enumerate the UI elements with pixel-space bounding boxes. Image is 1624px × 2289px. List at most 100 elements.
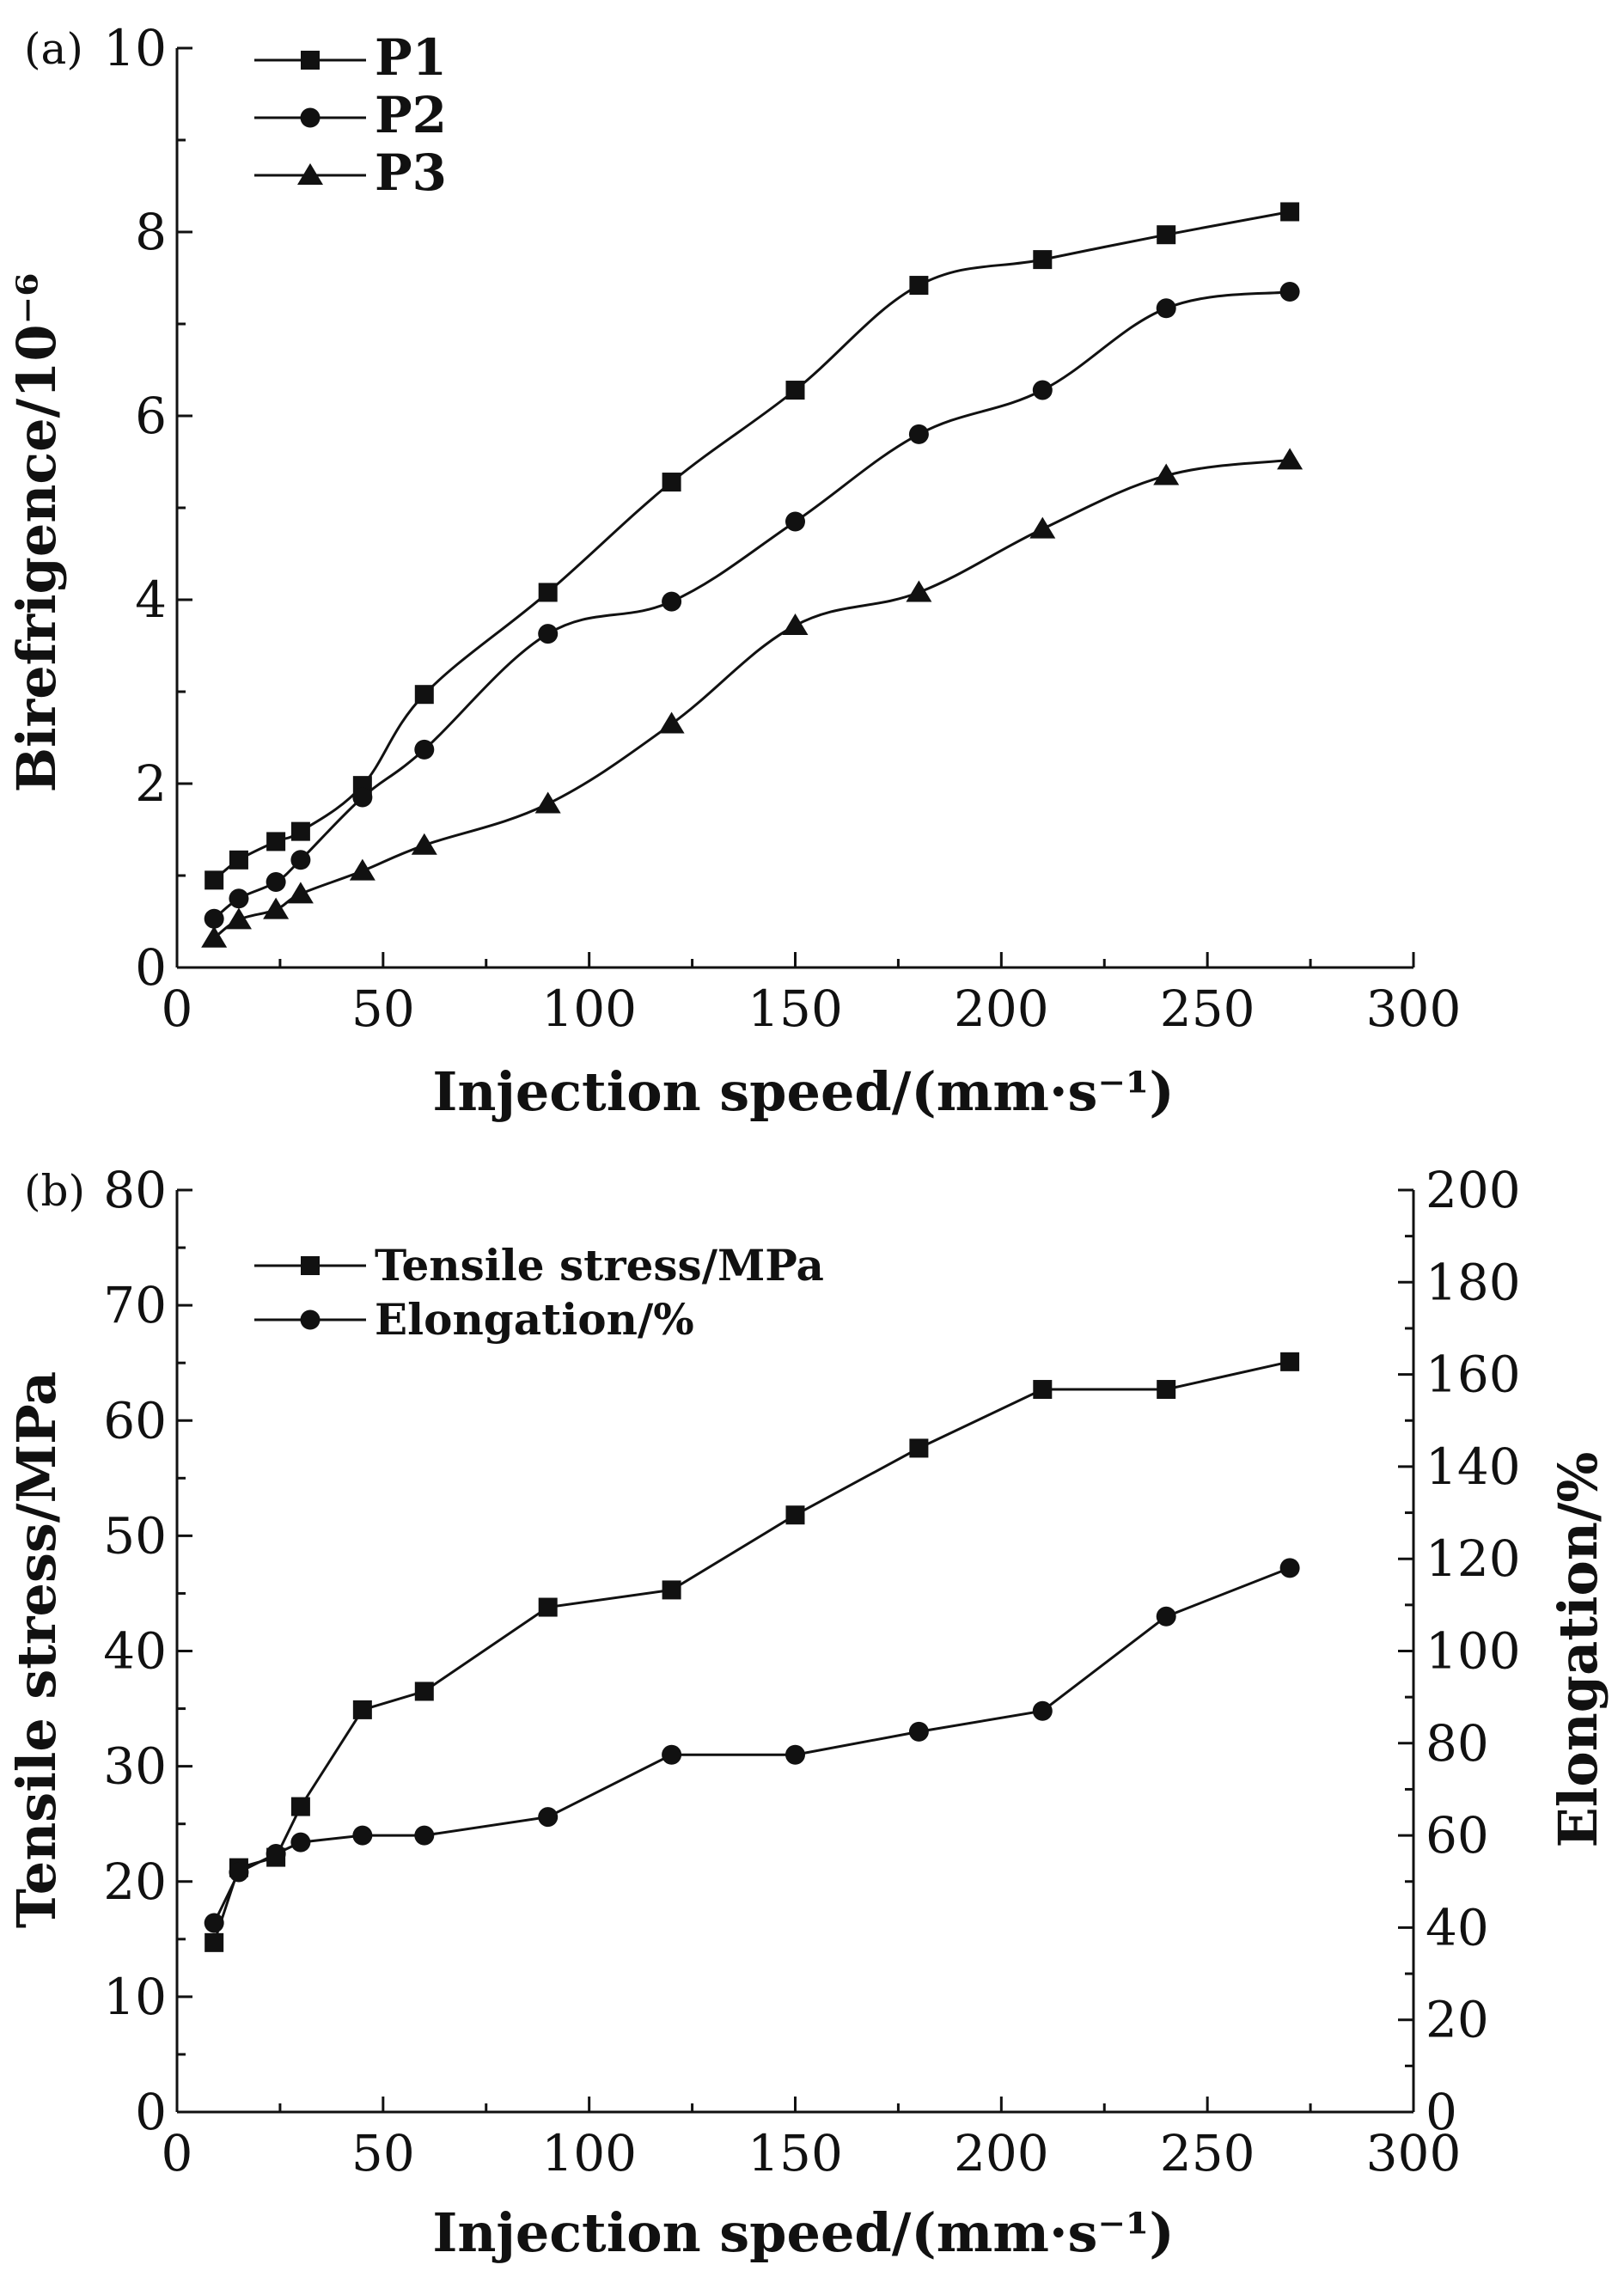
panel-b-series-2-point <box>662 1744 682 1765</box>
panel-a-series-1-point <box>1157 225 1176 245</box>
panel-b-y-tick-label: 40 <box>103 1622 167 1681</box>
panel-b-x-tick-label: 100 <box>541 2124 637 2182</box>
panel-b-series-2-point <box>229 1862 249 1883</box>
panel-b-series-1-point <box>205 1932 224 1952</box>
panel-a-x-tick-label: 300 <box>1366 980 1462 1038</box>
panel-a-series-1-point <box>662 473 681 492</box>
panel-b-x-tick-label: 250 <box>1160 2124 1255 2182</box>
panel-a-series-3-point <box>658 711 685 734</box>
panel-b-series <box>204 1352 1300 1952</box>
panel-a-series-3-point <box>201 925 228 948</box>
panel-b-x-tick-label: 50 <box>351 2124 415 2182</box>
panel-a-series-1-line <box>213 211 1291 882</box>
panel-b-series-2-point <box>1032 1700 1053 1721</box>
panel-b-y2-tick-label: 20 <box>1426 1991 1489 2049</box>
panel-b-series-1-point <box>785 1505 805 1525</box>
panel-b-series-2-point <box>414 1825 435 1846</box>
panel-b-series-2 <box>204 1558 1300 1933</box>
panel-b-series-2-point <box>1156 1606 1176 1627</box>
panel-a-x-tick-label: 150 <box>748 980 843 1038</box>
panel-a-series-3-point <box>782 613 809 635</box>
panel-b-y-axis-title: Tensile stress/MPa <box>5 1371 68 1928</box>
panel-a-series-2-point <box>1032 380 1053 400</box>
panel-a-axes <box>175 48 1413 969</box>
panel-a-series-2-point <box>785 511 805 532</box>
panel-a-series-1-point <box>538 583 558 602</box>
panel-a-series-3-point <box>1153 463 1180 485</box>
panel-a-y-tick-label: 0 <box>135 938 167 997</box>
panel-b-y-ticks: 0 10 20 30 40 50 60 70 80 <box>103 1161 192 2141</box>
panel-a-series-3-point <box>1277 448 1303 470</box>
panel-a-legend-marker <box>301 51 320 70</box>
panel-b-y2-tick-label: 40 <box>1426 1898 1489 1956</box>
panel-b-legend-marker <box>301 1256 320 1275</box>
panel-b-series-1-point <box>1033 1380 1053 1400</box>
panel-b-y2-tick-label: 200 <box>1426 1161 1521 1219</box>
panel-b-series-1 <box>205 1352 1300 1952</box>
panel-b-x-axis-title: Injection speed/(mm·s⁻¹) <box>432 2201 1174 2264</box>
panel-b-label: (b) <box>24 1166 85 1216</box>
panel-a-series-2-point <box>1279 282 1300 302</box>
panel-b-series-2-point <box>352 1825 373 1846</box>
panel-b-x-tick-label: 300 <box>1366 2124 1462 2182</box>
panel-b-y-tick-label: 20 <box>103 1853 167 1911</box>
panel-a-series-2-point <box>290 850 311 870</box>
panel-a-series-1-point <box>785 381 805 400</box>
panel-a-y-tick-label: 6 <box>135 387 167 445</box>
panel-b-y2-tick-label: 160 <box>1426 1346 1521 1404</box>
panel-b-legend-label: Elongation/% <box>375 1294 694 1345</box>
panel-a-series-1-point <box>909 276 929 296</box>
panel-b-series-2-point <box>290 1832 311 1853</box>
panel-b-y-tick-label: 70 <box>103 1276 167 1334</box>
panel-a-x-tick-label: 100 <box>541 980 637 1038</box>
panel-b-series-2-point <box>785 1744 805 1765</box>
panel-b-y2-tick-label: 60 <box>1426 1806 1489 1865</box>
panel-a-series-2-point <box>266 871 286 892</box>
panel-b-y-tick-label: 50 <box>103 1506 167 1565</box>
panel-a-y-ticks: 0 2 4 6 8 10 <box>103 19 192 997</box>
panel-a-series-3 <box>201 448 1303 948</box>
panel-b-y-tick-label: 30 <box>103 1737 167 1796</box>
panel-b-y2-tick-label: 80 <box>1426 1714 1489 1773</box>
panel-a-series-3-point <box>534 791 561 814</box>
panel-a-x-ticks: 0 50 100 150 200 250 300 <box>162 952 1462 1038</box>
panel-b-y2-tick-label: 120 <box>1426 1529 1521 1588</box>
panel-a-legend-marker <box>300 107 321 128</box>
panel-b-legend-marker <box>300 1309 321 1330</box>
panel-b-series-1-point <box>1280 1352 1300 1371</box>
panel-a-series-1-point <box>229 850 248 870</box>
panel-a-x-tick-label: 0 <box>162 980 193 1038</box>
panel-b-x-tick-label: 200 <box>954 2124 1049 2182</box>
panel-a-series-1-point <box>1033 250 1053 270</box>
panel-a-series-3-line <box>213 458 1291 939</box>
panel-a-series-2-point <box>908 424 929 444</box>
panel-b-series-1-point <box>1157 1380 1176 1400</box>
panel-b-x-tick-label: 0 <box>162 2124 193 2182</box>
panel-a-x-tick-label: 250 <box>1160 980 1255 1038</box>
panel-b-y2-tick-label: 0 <box>1426 2083 1457 2141</box>
panel-a-series-2-point <box>352 787 373 808</box>
panel-a-series-3-point <box>349 858 375 881</box>
panel-a-series-3-point <box>906 580 932 602</box>
panel-b-series-2-point <box>1279 1558 1300 1578</box>
panel-b: (b) 0 50 100 150 200 250 300 01020304050607080… <box>5 1161 1609 2264</box>
panel-a-series-1-point <box>1280 202 1300 222</box>
panel-a-label: (a) <box>24 24 83 74</box>
panel-b-series-1-line <box>212 1360 1291 1944</box>
panel-a-series-1-point <box>290 821 310 841</box>
panel-b-series-1-point <box>290 1797 310 1816</box>
panel-b-y2-tick-label: 100 <box>1426 1622 1521 1681</box>
panel-a-y-tick-label: 4 <box>135 571 167 629</box>
panel-b-axes <box>175 1190 1415 2114</box>
panel-a-x-tick-label: 200 <box>954 980 1049 1038</box>
panel-b-series-2-point <box>204 1913 224 1933</box>
panel-a-series-2-point <box>229 888 249 909</box>
panel-b-legend-label: Tensile stress/MPa <box>375 1240 824 1291</box>
panel-b-series-1-point <box>909 1438 929 1458</box>
panel-b-series-1-point <box>538 1597 558 1617</box>
panel-b-series-2-point <box>908 1721 929 1742</box>
